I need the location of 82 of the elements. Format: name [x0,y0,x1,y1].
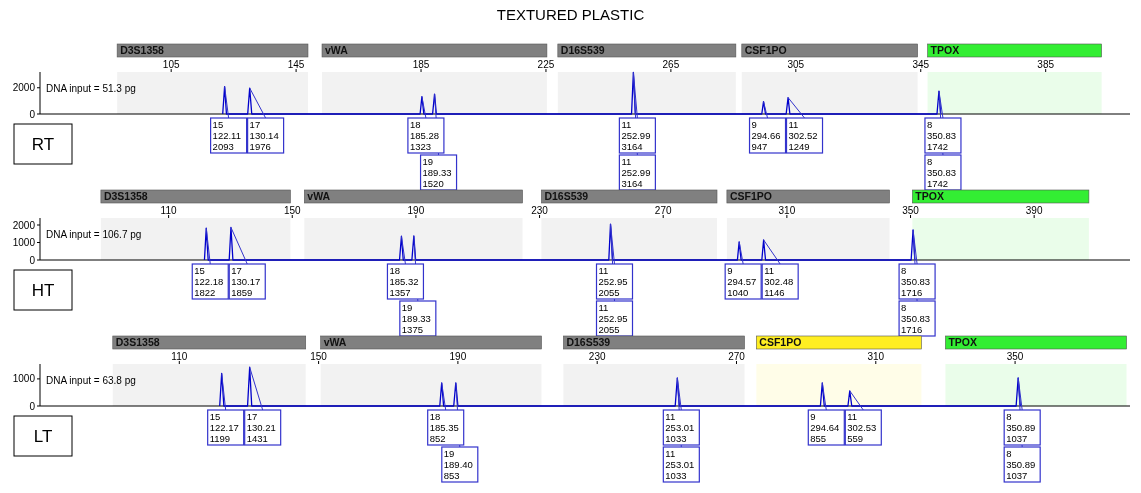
y-tick-label: 0 [29,254,36,266]
annotation: 11 252.99 3164 [621,156,651,189]
annotation: 19 189.33 1375 [401,302,431,335]
annotation: 8 350.83 1716 [901,265,931,298]
band-label: D16S539 [566,336,611,348]
y-tick-label: 1000 [12,373,36,385]
x-tick-label: 105 [162,59,180,70]
x-tick-label: 350 [902,205,920,216]
x-tick-label: 230 [531,205,549,216]
annotation: 8 350.83 1742 [926,119,957,152]
annotation: 15 122.17 1199 [209,411,239,444]
annotation: DNA input = 63.8 pg [46,375,136,386]
x-tick-label: 310 [867,351,885,362]
x-tick-label: 270 [654,205,672,216]
x-tick-label: 390 [1025,205,1043,216]
band-label: D16S539 [544,190,589,202]
band-label: TPOX [948,336,978,348]
x-tick-label: 305 [787,59,805,70]
annotation: 9 294.64 855 [810,411,840,444]
annotation: 8 350.89 1037 [1006,448,1036,481]
x-tick-label: 185 [412,59,430,70]
annotation: 11 252.99 3164 [621,119,651,152]
annotation: 8 350.89 1037 [1006,411,1036,444]
annotation: 9 294.66 947 [751,119,781,152]
x-tick-label: 350 [1006,351,1024,362]
x-tick-label: 385 [1037,59,1055,70]
annotation: 19 189.33 1520 [422,156,452,189]
x-tick-label: 310 [778,205,796,216]
annotation: 11 302.48 1146 [764,265,794,298]
annotation: 15 122.11 2093 [212,119,241,152]
band-label: D3S1358 [120,44,165,56]
annotation: 18 185.32 1357 [389,265,419,298]
band-label: vWA [323,336,347,348]
text: HT [31,281,55,300]
x-tick-label: 110 [160,205,177,216]
annotation: 11 253.01 1033 [665,411,695,444]
band-label: vWA [325,44,349,56]
band-label: TPOX [915,190,944,202]
band-label: D16S539 [560,44,605,56]
annotation: 11 302.52 1249 [788,119,818,152]
band-label: CSF1PO [759,336,802,348]
annotation: 11 252.95 2055 [598,265,628,298]
x-tick-label: 150 [310,351,328,362]
annotation: 19 189.40 853 [443,448,473,481]
band-label: vWA [307,190,331,202]
text: RT [31,135,55,154]
chart-title: TEXTURED PLASTIC [496,6,645,23]
x-tick-label: 265 [662,59,680,70]
annotation: 8 350.83 1742 [926,156,957,189]
x-tick-label: 270 [728,351,746,362]
annotation: 18 185.35 852 [429,411,459,444]
band-label: CSF1PO [729,190,772,202]
y-tick-label: 2000 [12,219,36,231]
annotation: 11 253.01 1033 [665,448,695,481]
x-tick-label: 230 [588,351,606,362]
text: LT [33,427,53,446]
x-tick-label: 150 [283,205,302,216]
x-tick-label: 190 [449,351,467,362]
annotation: 15 122.18 1822 [194,265,224,298]
band-label: CSF1PO [744,44,787,56]
x-tick-label: 190 [407,205,425,216]
band-label: D3S1358 [103,190,148,202]
band-label: TPOX [930,44,960,56]
annotation: 17 130.21 1431 [246,411,276,444]
annotation: 17 130.14 1976 [249,119,279,152]
y-tick-label: 0 [29,400,36,412]
annotation: 17 130.17 1859 [231,265,261,298]
annotation: DNA input = 106.7 pg [46,229,142,240]
x-tick-label: 145 [287,59,305,70]
annotation: 8 350.83 1716 [901,302,931,335]
annotation: 18 185.28 1323 [409,119,439,152]
x-tick-label: 110 [171,351,188,362]
band-label: D3S1358 [115,336,160,348]
y-tick-label: 1000 [12,237,36,248]
annotation: 11 302.53 559 [847,411,877,444]
annotation: 11 252.95 2055 [598,302,628,335]
y-tick-label: 2000 [12,82,36,94]
x-tick-label: 345 [912,59,930,70]
annotation: 9 294.57 1040 [727,265,757,298]
y-tick-label: 0 [29,108,36,120]
x-tick-label: 225 [537,59,555,70]
annotation: DNA input = 51.3 pg [46,83,136,94]
